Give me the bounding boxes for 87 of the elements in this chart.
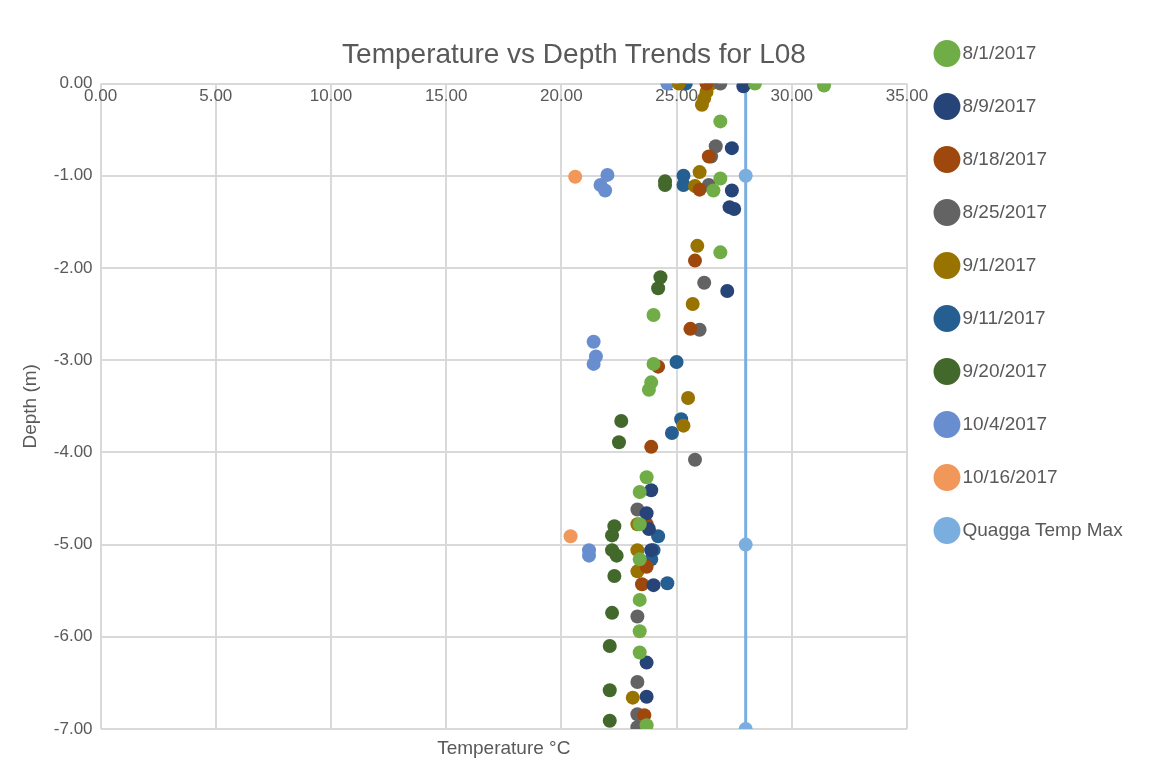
legend-label: 9/11/2017 — [962, 306, 1046, 328]
point — [676, 418, 691, 433]
point — [635, 577, 650, 592]
point — [646, 578, 661, 593]
point — [641, 382, 656, 397]
legend-label: 8/9/2017 — [962, 94, 1037, 116]
point — [568, 169, 583, 184]
point — [644, 483, 659, 498]
x-tick-label: 15.00 — [424, 86, 468, 106]
y-tick-label: -1.00 — [53, 165, 93, 185]
point — [724, 183, 739, 198]
point — [676, 178, 691, 193]
point — [724, 141, 739, 156]
point — [602, 639, 617, 654]
point — [632, 485, 647, 500]
y-tick-label: -6.00 — [53, 626, 93, 646]
point — [697, 275, 712, 290]
legend-label: Quagga Temp Max — [962, 518, 1124, 540]
point — [664, 426, 679, 441]
legend-label: 8/1/2017 — [962, 41, 1037, 63]
x-tick-label: 30.00 — [770, 86, 814, 106]
point — [639, 470, 654, 485]
point — [683, 321, 698, 336]
point — [602, 683, 617, 698]
legend-label: 9/20/2017 — [962, 359, 1048, 381]
point — [727, 201, 742, 216]
point — [632, 624, 647, 639]
point — [720, 284, 735, 299]
y-tick-label: -5.00 — [53, 534, 93, 554]
point — [605, 528, 620, 543]
legend-label: 10/4/2017 — [962, 412, 1048, 434]
y-tick-label: -7.00 — [53, 718, 93, 738]
y-tick-label: -3.00 — [53, 349, 93, 369]
point — [614, 414, 629, 429]
point — [607, 568, 622, 583]
point — [706, 183, 721, 198]
point — [651, 281, 666, 296]
legend-label: 10/16/2017 — [962, 465, 1058, 487]
point — [713, 114, 728, 129]
legend-label: 8/25/2017 — [962, 200, 1048, 222]
point — [639, 689, 654, 704]
point — [598, 183, 613, 198]
point — [639, 506, 654, 521]
point — [685, 296, 700, 311]
point — [609, 548, 624, 563]
x-tick-label: 5.00 — [199, 86, 233, 106]
point — [586, 334, 601, 349]
point — [563, 529, 578, 544]
point — [625, 690, 640, 705]
point — [692, 165, 707, 180]
point — [605, 605, 620, 620]
point — [690, 238, 705, 253]
x-tick-label: 20.00 — [540, 86, 583, 106]
point — [688, 253, 702, 268]
chart-title: Temperature vs Depth Trends for L08 — [342, 37, 806, 69]
point — [651, 529, 666, 544]
point — [681, 391, 696, 405]
legend-label: 9/1/2017 — [962, 253, 1037, 275]
point — [713, 171, 728, 186]
point — [639, 655, 654, 670]
point — [632, 552, 647, 567]
point — [632, 645, 647, 660]
point — [660, 576, 675, 591]
point — [632, 592, 647, 607]
point — [738, 168, 753, 183]
x-axis-title: Temperature °C — [437, 736, 571, 758]
y-tick-label: -2.00 — [53, 257, 93, 277]
point — [692, 182, 707, 197]
point — [630, 674, 645, 689]
legend-label: 8/18/2017 — [962, 147, 1048, 169]
x-tick-label: 25.00 — [655, 86, 698, 106]
point — [713, 245, 728, 260]
point — [738, 537, 753, 552]
point — [600, 167, 615, 182]
point — [646, 356, 661, 371]
y-tick-label: -4.00 — [53, 442, 93, 462]
point — [646, 308, 661, 323]
point — [688, 452, 702, 467]
point — [630, 609, 645, 624]
point — [644, 439, 659, 454]
y-axis-title: Depth (m) — [18, 364, 40, 449]
point — [602, 713, 617, 728]
x-tick-label: 10.00 — [309, 86, 353, 106]
point — [669, 355, 684, 370]
x-tick-label: 35.00 — [885, 86, 929, 106]
point — [586, 356, 601, 371]
point — [611, 435, 626, 450]
